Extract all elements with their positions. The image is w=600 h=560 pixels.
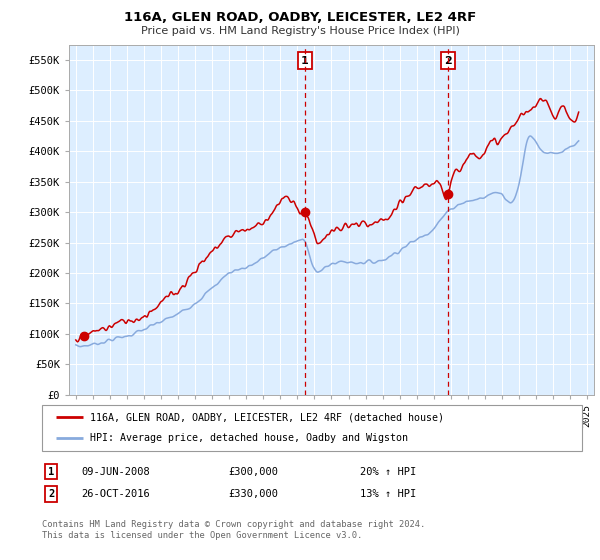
FancyBboxPatch shape [42,405,582,451]
Text: Price paid vs. HM Land Registry's House Price Index (HPI): Price paid vs. HM Land Registry's House … [140,26,460,36]
Text: 09-JUN-2008: 09-JUN-2008 [81,466,150,477]
Text: Contains HM Land Registry data © Crown copyright and database right 2024.
This d: Contains HM Land Registry data © Crown c… [42,520,425,540]
Text: 26-OCT-2016: 26-OCT-2016 [81,489,150,499]
Text: £330,000: £330,000 [228,489,278,499]
Text: 1: 1 [301,55,309,66]
Text: £300,000: £300,000 [228,466,278,477]
Text: 2: 2 [444,55,452,66]
Text: 116A, GLEN ROAD, OADBY, LEICESTER, LE2 4RF (detached house): 116A, GLEN ROAD, OADBY, LEICESTER, LE2 4… [89,412,443,422]
Text: 2: 2 [48,489,54,499]
Text: 13% ↑ HPI: 13% ↑ HPI [360,489,416,499]
Text: 116A, GLEN ROAD, OADBY, LEICESTER, LE2 4RF: 116A, GLEN ROAD, OADBY, LEICESTER, LE2 4… [124,11,476,24]
Text: HPI: Average price, detached house, Oadby and Wigston: HPI: Average price, detached house, Oadb… [89,433,407,444]
Text: 20% ↑ HPI: 20% ↑ HPI [360,466,416,477]
Text: 1: 1 [48,466,54,477]
